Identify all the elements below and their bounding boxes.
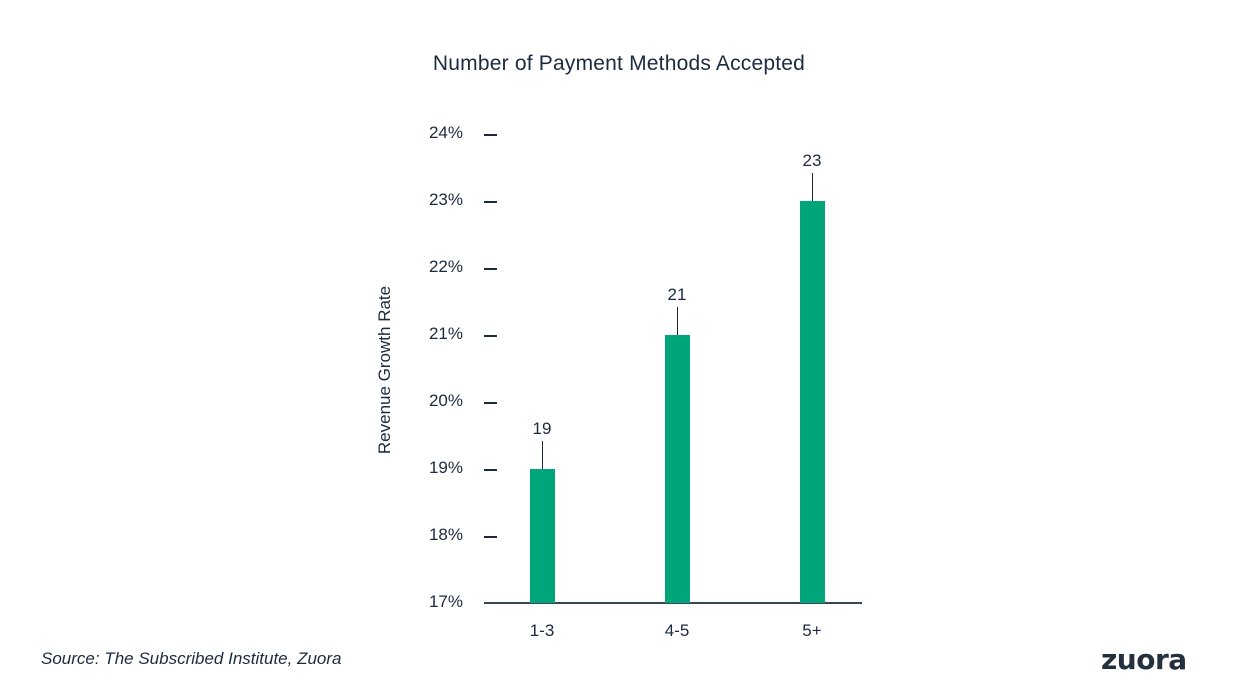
zuora-logo: zuora	[1101, 643, 1187, 676]
y-tick-label: 19%	[428, 458, 463, 477]
bar-value-label: 19	[532, 419, 552, 438]
x-category-label: 5+	[802, 621, 822, 640]
y-tick-label: 17%	[428, 592, 463, 611]
bar	[665, 335, 690, 603]
y-tick-mark	[484, 335, 497, 337]
x-category-label: 4-5	[664, 621, 690, 640]
y-tick-label: 18%	[428, 525, 463, 544]
value-leader-line	[812, 173, 814, 201]
y-tick-label: 21%	[428, 324, 463, 343]
source-note: Source: The Subscribed Institute, Zuora	[41, 649, 342, 668]
y-tick-label: 22%	[428, 257, 463, 276]
y-tick-label: 23%	[428, 190, 463, 209]
bar-value-label: 21	[667, 285, 687, 304]
bar	[530, 469, 555, 603]
value-leader-line	[542, 441, 544, 469]
y-tick-mark	[484, 201, 497, 203]
value-leader-line	[677, 307, 679, 335]
chart-title: Number of Payment Methods Accepted	[432, 52, 806, 75]
y-tick-mark	[484, 536, 497, 538]
y-tick-mark	[484, 134, 497, 136]
y-tick-mark	[484, 268, 497, 270]
bar	[800, 201, 825, 603]
bar-value-label: 23	[802, 151, 822, 170]
y-tick-mark	[484, 469, 497, 471]
y-tick-mark	[484, 402, 497, 404]
y-tick-label: 24%	[428, 123, 463, 142]
x-category-label: 1-3	[529, 621, 555, 640]
y-tick-label: 20%	[428, 391, 463, 410]
y-axis-label: Revenue Growth Rate	[375, 285, 394, 455]
